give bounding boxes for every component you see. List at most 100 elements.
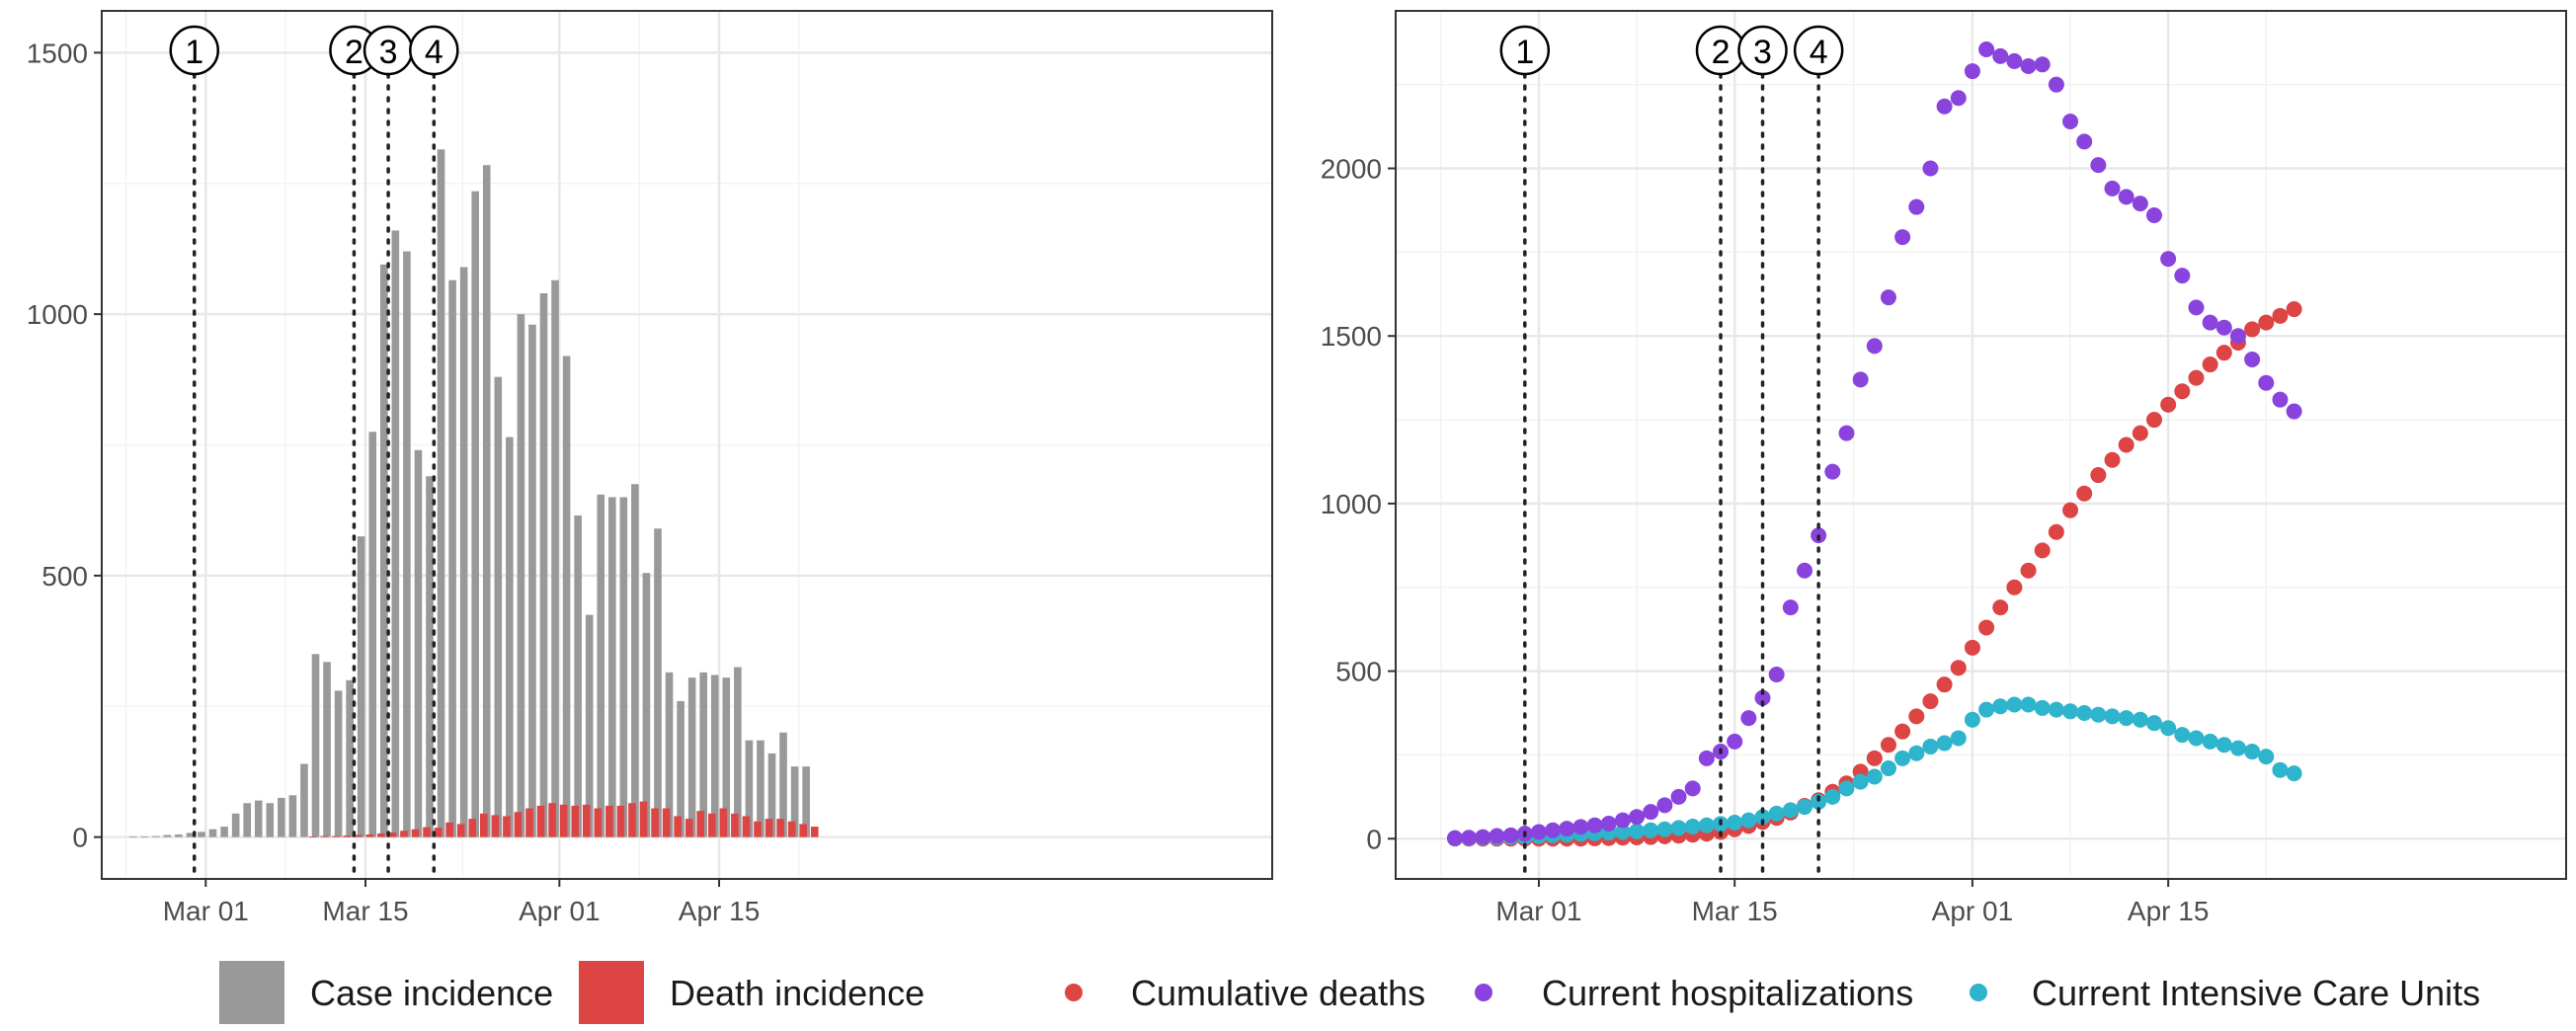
point-cumulative-deaths <box>1922 693 1939 710</box>
bar-death-incidence <box>411 829 420 837</box>
point-current-hospitalizations <box>2188 299 2205 316</box>
point-current-hospitalizations <box>2034 56 2051 73</box>
p0-y-tick-label: 0 <box>72 823 88 853</box>
point-cumulative-deaths <box>1964 639 1980 656</box>
point-current-icu <box>1978 701 1995 718</box>
bar-case-incidence <box>128 836 137 837</box>
point-current-icu <box>1922 738 1939 754</box>
bar-death-incidence <box>480 813 488 837</box>
point-current-icu <box>1880 760 1896 777</box>
point-current-icu <box>1670 820 1687 836</box>
p1-x-tick-label: Apr 01 <box>1932 896 2014 926</box>
point-current-hospitalizations <box>1572 819 1589 835</box>
p1-y-tick-label: 1000 <box>1321 489 1382 519</box>
point-current-icu <box>2006 696 2023 713</box>
legend-label-current-hospitalizations: Current hospitalizations <box>1542 973 1913 1013</box>
point-cumulative-deaths <box>2258 314 2275 331</box>
bar-case-incidence <box>220 827 228 837</box>
bar-death-incidence <box>776 819 784 837</box>
bar-case-incidence <box>631 484 639 837</box>
p1-plot-background <box>1396 11 2566 879</box>
bar-case-incidence <box>562 356 571 837</box>
bar-case-incidence <box>163 834 172 837</box>
bar-death-incidence <box>400 831 408 837</box>
bar-death-incidence <box>684 819 693 837</box>
bar-case-incidence <box>619 497 628 837</box>
p1-y-tick-label: 1500 <box>1321 321 1382 352</box>
p1-y-tick-label: 500 <box>1335 657 1382 687</box>
point-cumulative-deaths <box>2104 451 2121 468</box>
bar-death-incidence <box>571 805 579 837</box>
bar-death-incidence <box>696 811 705 837</box>
bar-case-incidence <box>278 797 285 837</box>
p1-y-tick-label: 2000 <box>1321 154 1382 185</box>
bar-case-incidence <box>506 436 514 837</box>
point-cumulative-deaths <box>1950 660 1967 676</box>
bar-case-incidence <box>175 833 183 837</box>
legend-key-cumulative-deaths <box>1065 984 1083 1001</box>
point-current-icu <box>2258 749 2275 765</box>
point-current-icu <box>1811 793 1827 810</box>
point-current-icu <box>1866 768 1883 785</box>
bar-case-incidence <box>140 836 149 837</box>
point-cumulative-deaths <box>2202 357 2218 373</box>
bar-case-incidence <box>448 279 456 837</box>
event-marker-label: 4 <box>1810 34 1828 71</box>
point-current-hospitalizations <box>1461 830 1478 846</box>
point-current-hospitalizations <box>1950 90 1967 107</box>
bar-death-incidence <box>731 813 739 837</box>
bar-death-incidence <box>810 827 819 837</box>
point-cumulative-deaths <box>1936 676 1953 693</box>
legend-label-case-incidence: Case incidence <box>310 973 553 1013</box>
bar-death-incidence <box>582 804 591 837</box>
bar-death-incidence <box>308 836 317 837</box>
point-current-hospitalizations <box>1880 289 1896 306</box>
point-current-hospitalizations <box>2006 52 2023 69</box>
point-current-icu <box>2160 720 2177 737</box>
bar-case-incidence <box>198 832 205 837</box>
point-current-icu <box>2188 730 2205 747</box>
point-current-icu <box>1643 822 1659 838</box>
bar-case-incidence <box>437 149 445 837</box>
point-current-hospitalizations <box>2118 189 2134 205</box>
bar-death-incidence <box>536 805 545 837</box>
bar-case-incidence <box>790 766 799 837</box>
legend-label-death-incidence: Death incidence <box>670 973 925 1013</box>
point-current-hospitalizations <box>1530 824 1547 840</box>
point-current-hospitalizations <box>2215 319 2232 336</box>
bar-death-incidence <box>719 808 728 837</box>
p0-data-marks <box>128 149 819 837</box>
bar-case-incidence <box>231 813 240 837</box>
point-current-icu <box>2229 740 2246 756</box>
bar-death-incidence <box>605 805 613 837</box>
point-current-hospitalizations <box>1992 47 2009 64</box>
point-current-hospitalizations <box>1489 828 1505 844</box>
point-current-hospitalizations <box>1782 599 1799 616</box>
point-current-icu <box>2202 733 2218 750</box>
bar-death-incidence <box>377 833 385 837</box>
bar-case-incidence <box>745 740 754 837</box>
point-current-hospitalizations <box>1754 689 1771 706</box>
bar-case-incidence <box>403 251 411 837</box>
bar-case-incidence <box>414 449 423 837</box>
point-current-hospitalizations <box>1656 797 1673 814</box>
bar-case-incidence <box>597 494 605 837</box>
point-current-icu <box>2146 715 2162 732</box>
p0-y-tick-label: 1000 <box>27 299 88 330</box>
bar-case-incidence <box>608 497 616 837</box>
point-current-hospitalizations <box>1797 562 1812 579</box>
point-current-hospitalizations <box>2146 207 2162 224</box>
point-current-hospitalizations <box>1908 198 1925 215</box>
bar-death-incidence <box>456 824 465 837</box>
point-current-icu <box>1894 750 1911 766</box>
point-current-icu <box>1768 805 1785 822</box>
event-marker-circle <box>1793 25 1844 76</box>
bar-case-incidence <box>357 536 365 837</box>
point-cumulative-deaths <box>2244 321 2261 338</box>
bar-case-incidence <box>722 677 731 837</box>
point-current-hospitalizations <box>1629 809 1646 826</box>
point-current-icu <box>1698 817 1715 833</box>
bar-case-incidence <box>323 662 331 837</box>
point-cumulative-deaths <box>2132 425 2148 441</box>
